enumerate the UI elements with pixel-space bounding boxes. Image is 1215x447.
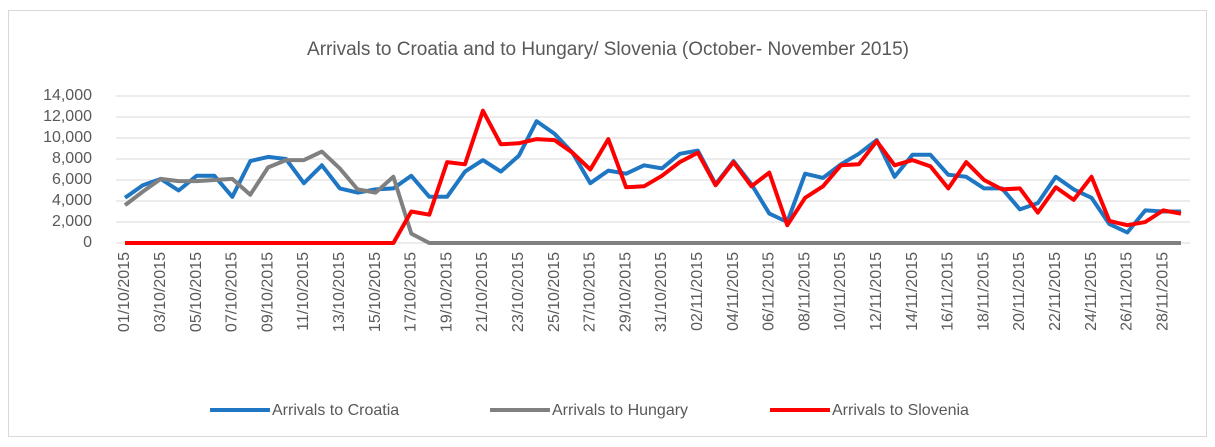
x-tick-label: 16/11/2015 xyxy=(940,252,957,331)
y-tick-label: 8,000 xyxy=(52,150,92,167)
x-tick-label: 02/11/2015 xyxy=(689,252,706,331)
x-tick-label: 10/11/2015 xyxy=(832,252,849,331)
legend-label: Arrivals to Croatia xyxy=(272,402,399,419)
legend-label: Arrivals to Slovenia xyxy=(832,402,969,419)
x-tick-label: 07/10/2015 xyxy=(224,252,241,332)
y-tick-label: 4,000 xyxy=(52,192,92,209)
y-tick-label: 14,000 xyxy=(43,87,92,104)
x-tick-label: 20/11/2015 xyxy=(1011,252,1028,331)
x-tick-label: 22/11/2015 xyxy=(1047,252,1064,331)
x-tick-label: 05/10/2015 xyxy=(188,252,205,332)
x-tick-label: 17/10/2015 xyxy=(403,252,420,332)
x-tick-label: 15/10/2015 xyxy=(367,252,384,332)
x-tick-label: 18/11/2015 xyxy=(975,252,992,331)
series-line xyxy=(123,119,1181,235)
x-tick-label: 26/11/2015 xyxy=(1119,252,1136,331)
series-line xyxy=(125,108,1182,245)
x-tick-label: 24/11/2015 xyxy=(1083,252,1100,331)
chart-border xyxy=(8,10,1207,437)
x-tick-label: 03/10/2015 xyxy=(152,252,169,332)
x-tick-label: 31/10/2015 xyxy=(653,252,670,332)
x-tick-label: 04/11/2015 xyxy=(725,252,742,331)
y-tick-label: 10,000 xyxy=(43,129,92,146)
y-tick-label: 2,000 xyxy=(52,213,92,230)
x-tick-label: 19/10/2015 xyxy=(438,252,455,332)
legend-label: Arrivals to Hungary xyxy=(552,402,688,419)
x-tick-label: 21/10/2015 xyxy=(474,252,491,332)
x-tick-label: 14/11/2015 xyxy=(904,252,921,331)
x-tick-label: 11/10/2015 xyxy=(295,252,312,331)
x-tick-label: 09/10/2015 xyxy=(259,252,276,332)
x-tick-label: 25/10/2015 xyxy=(546,252,563,332)
x-tick-label: 27/10/2015 xyxy=(582,252,599,332)
x-tick-label: 12/11/2015 xyxy=(868,252,885,331)
y-tick-label: 0 xyxy=(83,234,92,251)
x-tick-label: 23/10/2015 xyxy=(510,252,527,332)
chart-title: Arrivals to Croatia and to Hungary/ Slov… xyxy=(307,39,909,60)
x-tick-label: 08/11/2015 xyxy=(796,252,813,331)
y-tick-label: 12,000 xyxy=(43,108,92,125)
x-tick-label: 28/11/2015 xyxy=(1154,252,1171,331)
y-tick-label: 6,000 xyxy=(52,171,92,188)
series-line xyxy=(123,149,1181,245)
x-tick-label: 13/10/2015 xyxy=(331,252,348,332)
x-tick-label: 01/10/2015 xyxy=(116,252,133,332)
x-tick-label: 29/10/2015 xyxy=(617,252,634,332)
x-tick-label: 06/11/2015 xyxy=(761,252,778,331)
